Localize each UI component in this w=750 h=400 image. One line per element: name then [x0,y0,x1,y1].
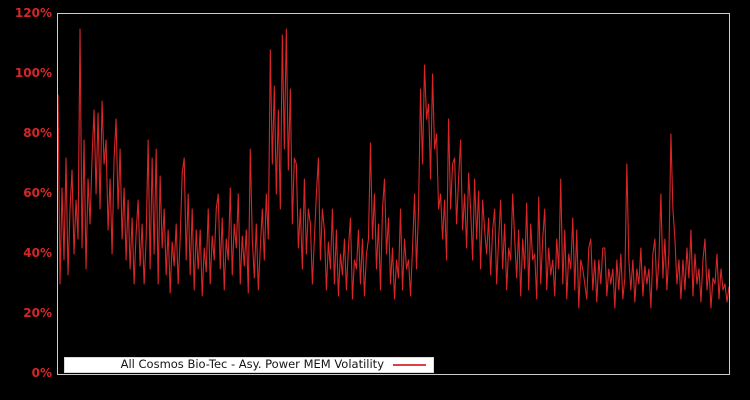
y-tick-label: 0% [31,366,52,380]
legend-label: All Cosmos Bio-Tec - Asy. Power MEM Vola… [120,357,384,372]
plot-svg [58,28,729,309]
y-tick-label: 120% [14,6,52,20]
y-tick-label: 40% [23,246,52,260]
legend-line-sample-icon [393,364,426,366]
y-tick-label: 100% [14,66,52,80]
y-tick-label: 80% [23,126,52,140]
y-axis: 0% 20% 40% 60% 80% 100% 120% [0,0,52,400]
legend: All Cosmos Bio-Tec - Asy. Power MEM Vola… [64,357,434,373]
y-tick-label: 20% [23,306,52,320]
volatility-line [58,28,729,309]
plot-area [57,13,730,375]
y-tick-label: 60% [23,186,52,200]
